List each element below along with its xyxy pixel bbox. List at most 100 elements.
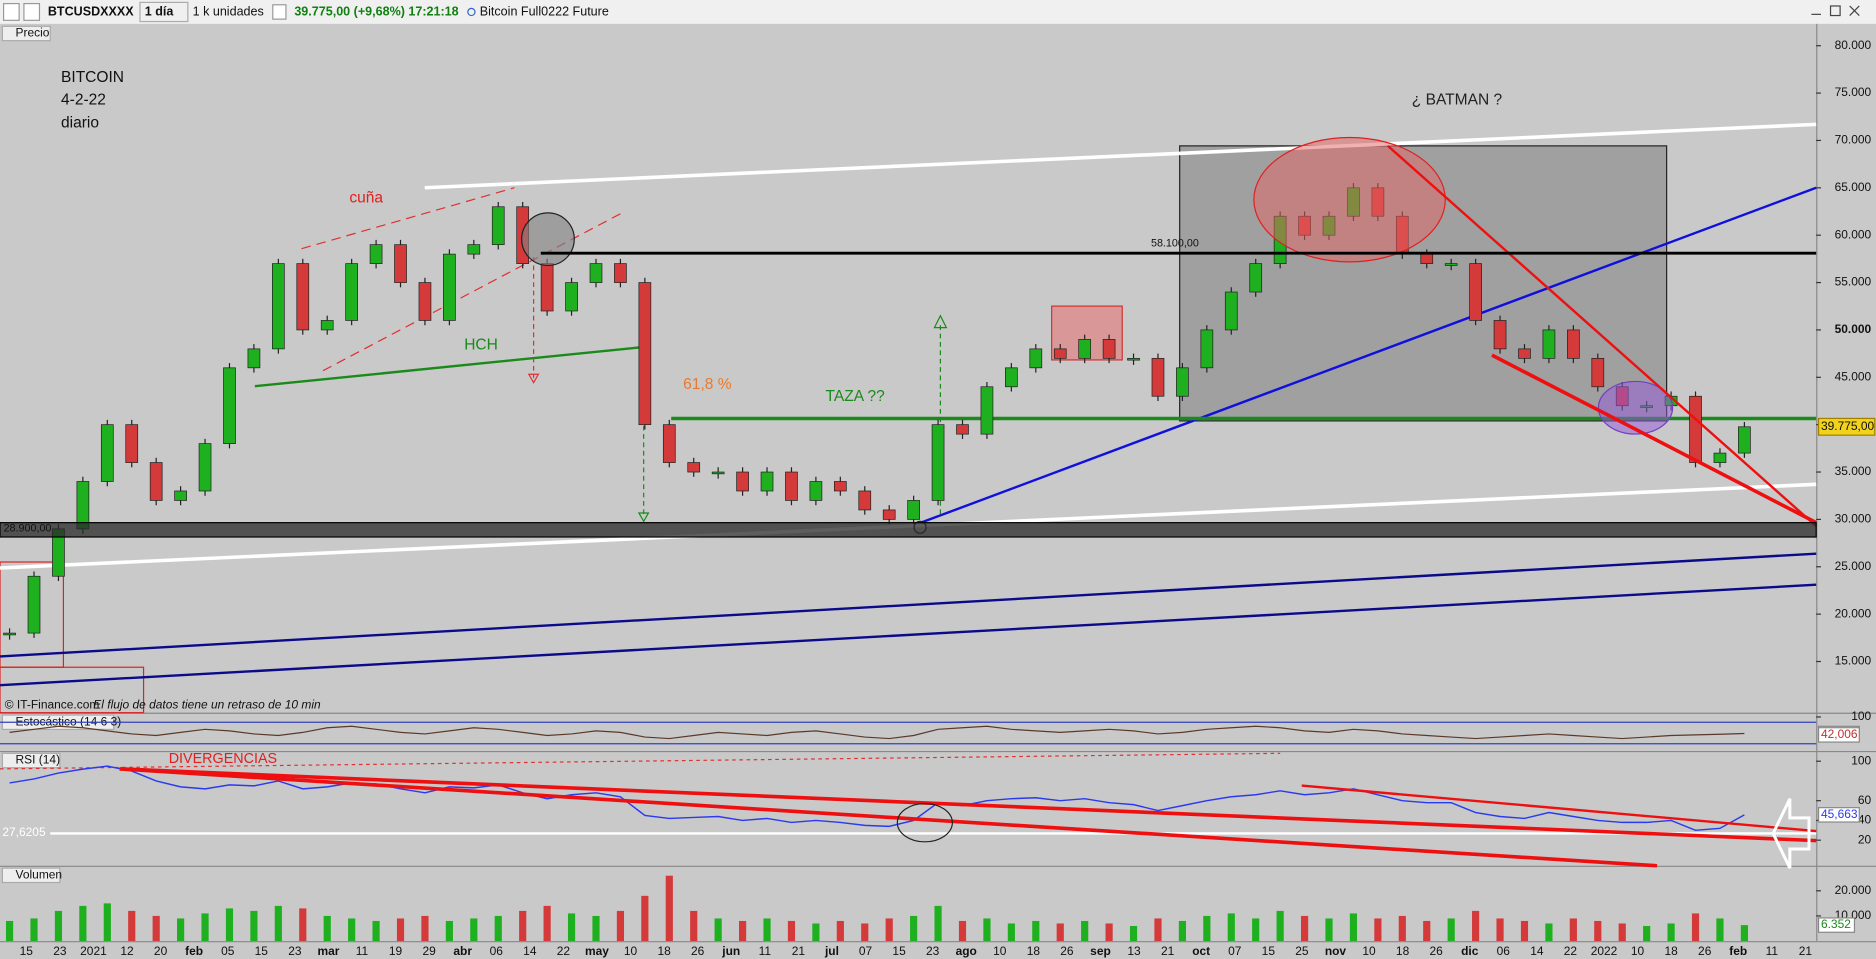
x-tick-label: 07 [1228, 944, 1242, 958]
y-tick-label: 25.000 [1835, 559, 1872, 573]
symbol[interactable]: BTCUSDXXXX [48, 4, 134, 18]
logo-icon[interactable] [2, 2, 20, 21]
volume-bar [1472, 910, 1480, 942]
arrow-icon [1771, 798, 1811, 869]
volume-bar [1447, 918, 1455, 942]
note: BITCOIN [61, 69, 124, 86]
volume-bar [1105, 923, 1113, 942]
candle [491, 206, 505, 246]
y-tick-label: 80.000 [1835, 38, 1872, 52]
note: 4-2-22 [61, 92, 106, 109]
candle [3, 632, 16, 636]
x-tick-label: nov [1325, 944, 1347, 958]
y-tick-label: 75.000 [1835, 85, 1872, 99]
x-tick-label: 15 [20, 944, 34, 958]
volume-bar [665, 875, 673, 942]
rsi-panel [0, 752, 1876, 866]
delay-note: El flujo de datos tiene un retraso de 10… [93, 698, 321, 712]
instrument: Bitcoin Full0222 Future [480, 4, 609, 18]
x-tick-label: 11 [1766, 944, 1779, 958]
divergence-line [0, 752, 1281, 770]
support-line [1491, 353, 1818, 525]
last-price: 39.775,00 [1821, 419, 1875, 433]
x-tick-label: feb [185, 944, 203, 958]
y-tick-label: 15.000 [1835, 654, 1872, 668]
candle [1029, 348, 1043, 369]
support-band [0, 522, 1817, 538]
stochastic-panel [0, 713, 1876, 751]
x-tick-label: 23 [926, 944, 940, 958]
y-tick-label: 65.000 [1835, 180, 1872, 194]
candle [1176, 367, 1189, 397]
candle [1078, 339, 1092, 359]
volume-bar [1545, 923, 1553, 942]
volume-bar [1276, 910, 1284, 942]
candle [125, 424, 139, 463]
volume-bar [250, 910, 258, 942]
volume-bar [1154, 918, 1162, 942]
x-tick-label: 10 [993, 944, 1007, 958]
volume-bar [201, 913, 209, 942]
x-tick-label: 2021 [80, 944, 107, 958]
volume-bar [1716, 918, 1724, 942]
panel-separators [0, 23, 1876, 943]
x-tick-label: 18 [657, 944, 671, 958]
x-tick-label: 25 [1295, 944, 1309, 958]
candle [1102, 339, 1116, 359]
candle [296, 263, 310, 331]
volume-bar [103, 903, 111, 942]
y-tick-label: 30.000 [1835, 512, 1872, 526]
volume-bar [372, 920, 380, 942]
candle [833, 481, 847, 492]
x-tick-label: 23 [53, 944, 67, 958]
credit: © IT-Finance.com [5, 698, 100, 712]
x-tick-label: 26 [1060, 944, 1074, 958]
x-tick-label: oct [1192, 944, 1210, 958]
x-tick-label: 13 [1127, 944, 1141, 958]
volume-bar [177, 918, 185, 942]
candle [907, 500, 920, 520]
volume-bar [983, 918, 991, 942]
candle [980, 386, 994, 435]
y-tick-label: 50.000 [1835, 322, 1872, 336]
volume-bar [494, 915, 502, 942]
candle [1591, 357, 1605, 388]
x-tick-label: 21 [1161, 944, 1175, 958]
volume-bar [445, 920, 453, 942]
interval-dropdown[interactable] [139, 1, 189, 23]
candle [1444, 263, 1458, 266]
level-label: 28.900,00 [4, 522, 52, 534]
volume-bar [836, 920, 844, 942]
candle [711, 471, 725, 475]
x-tick-label: 11 [759, 944, 772, 958]
volume-bar [348, 918, 356, 942]
candle [687, 462, 701, 473]
volume-bar [1252, 918, 1260, 942]
volume-bar [812, 923, 820, 942]
volume-bar [323, 915, 331, 942]
info-icon[interactable] [272, 4, 287, 20]
candle [1127, 357, 1140, 361]
candle [1053, 348, 1067, 359]
volume-bar [739, 920, 747, 942]
units[interactable]: 1 k unidades [193, 4, 264, 18]
x-tick-label: dic [1461, 944, 1479, 958]
candle [614, 263, 627, 283]
interval[interactable]: 1 día [145, 4, 175, 18]
x-tick-label: 10 [624, 944, 638, 958]
candle [345, 263, 358, 321]
x-tick-label: 26 [1430, 944, 1444, 958]
panel-label: Precio [16, 26, 50, 40]
candle [76, 481, 90, 530]
arrow-head [637, 512, 650, 523]
volume-bar [958, 920, 967, 942]
window-buttons[interactable] [1811, 5, 1860, 17]
level-label: 58.100,00 [1151, 237, 1199, 249]
volume-bar [470, 918, 478, 942]
volume-bar [421, 915, 429, 942]
trendline [920, 186, 1817, 524]
search-icon[interactable] [23, 2, 41, 21]
volume-bar [1691, 913, 1700, 942]
